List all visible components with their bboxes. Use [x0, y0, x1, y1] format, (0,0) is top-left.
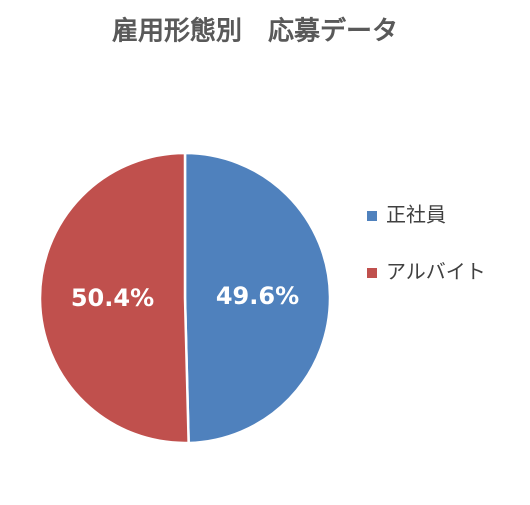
pie-slice: [38, 151, 190, 445]
legend-label: 正社員: [386, 203, 446, 227]
legend-swatch: [367, 211, 377, 221]
chart-title: 雇用形態別 応募データ: [112, 16, 398, 47]
pie-slice: [183, 151, 332, 445]
data-label: 49.6%: [216, 282, 299, 310]
data-label: 50.4%: [71, 284, 154, 312]
legend-swatch: [367, 268, 377, 278]
legend-label: アルバイト: [386, 260, 486, 284]
